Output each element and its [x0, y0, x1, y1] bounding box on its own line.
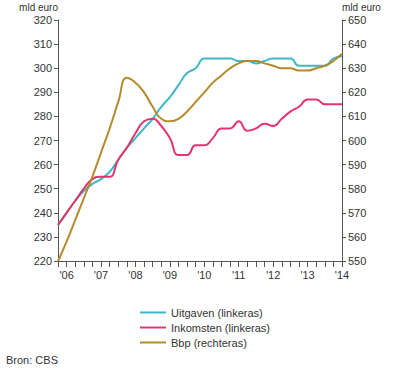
svg-text:240: 240	[34, 207, 52, 219]
svg-text:Inkomsten (linkeras): Inkomsten (linkeras)	[171, 322, 270, 334]
svg-text:320: 320	[34, 14, 52, 26]
svg-text:650: 650	[348, 14, 366, 26]
svg-text:570: 570	[348, 207, 366, 219]
svg-text:'12: '12	[266, 269, 280, 281]
svg-text:300: 300	[34, 62, 52, 74]
svg-text:280: 280	[34, 110, 52, 122]
svg-text:610: 610	[348, 110, 366, 122]
svg-text:'06: '06	[59, 269, 73, 281]
svg-text:640: 640	[348, 38, 366, 50]
svg-text:290: 290	[34, 86, 52, 98]
svg-text:Bron: CBS: Bron: CBS	[6, 354, 58, 366]
svg-text:'08: '08	[128, 269, 142, 281]
svg-text:250: 250	[34, 183, 52, 195]
svg-text:560: 560	[348, 231, 366, 243]
svg-text:590: 590	[348, 159, 366, 171]
svg-text:580: 580	[348, 183, 366, 195]
svg-text:260: 260	[34, 159, 52, 171]
svg-text:310: 310	[34, 38, 52, 50]
svg-text:'13: '13	[300, 269, 314, 281]
svg-text:mld euro: mld euro	[19, 2, 58, 13]
svg-text:'07: '07	[94, 269, 108, 281]
svg-text:'09: '09	[163, 269, 177, 281]
svg-text:mld euro: mld euro	[342, 2, 381, 13]
svg-text:'11: '11	[232, 269, 246, 281]
svg-text:Bbp (rechteras): Bbp (rechteras)	[171, 337, 247, 349]
svg-text:'10: '10	[197, 269, 211, 281]
svg-text:550: 550	[348, 255, 366, 267]
svg-text:600: 600	[348, 135, 366, 147]
svg-text:630: 630	[348, 62, 366, 74]
svg-text:230: 230	[34, 231, 52, 243]
svg-text:'14: '14	[335, 269, 349, 281]
svg-text:Uitgaven (linkeras): Uitgaven (linkeras)	[171, 307, 263, 319]
svg-text:620: 620	[348, 86, 366, 98]
svg-text:270: 270	[34, 135, 52, 147]
svg-text:220: 220	[34, 255, 52, 267]
